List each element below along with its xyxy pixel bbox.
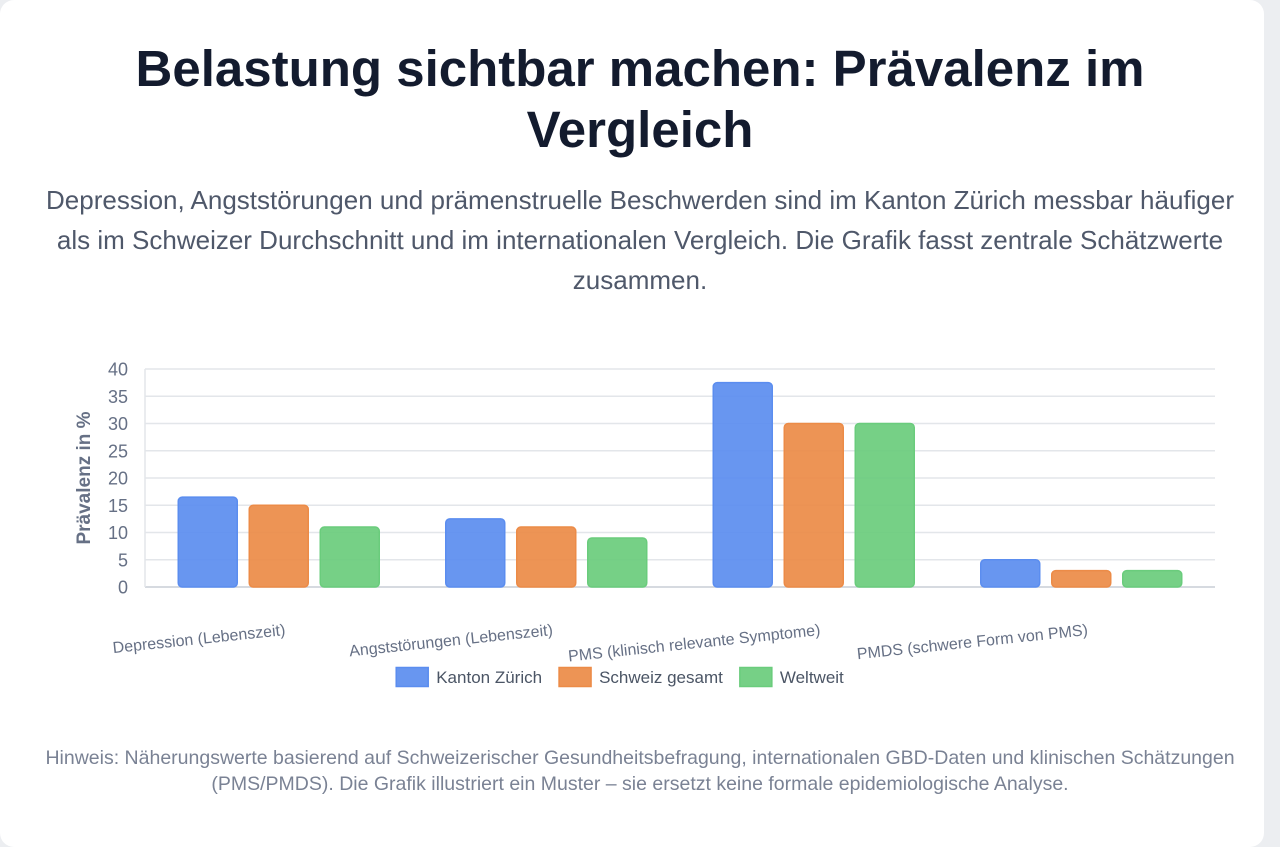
x-axis-ticks: Depression (Lebenszeit) Angststörungen (L… [112,622,1089,665]
bar[interactable] [516,526,577,588]
legend-swatch [558,666,592,688]
y-tick-label: 25 [108,441,128,461]
x-tick-label: Depression (Lebenszeit) [112,622,286,657]
bar[interactable] [1051,569,1112,588]
bar[interactable] [783,422,844,588]
legend-swatch [739,666,773,688]
y-axis-label: Prävalenz in % [74,411,95,544]
prevalence-bar-chart: 0 5 10 15 20 25 30 35 40 Depression (Lebenszeit)… [74,360,1215,688]
legend-label: Schweiz gesamt [599,668,723,687]
y-tick-label: 30 [108,414,128,434]
y-tick-label: 10 [108,523,128,543]
y-tick-label: 35 [108,387,128,407]
legend-label: Weltweit [780,668,844,687]
y-axis-ticks: 0 5 10 15 20 25 30 35 40 [108,360,128,598]
x-tick-label: PMS (klinisch relevante Symptome) [567,622,821,665]
y-tick-label: 5 [118,550,128,570]
bar[interactable] [980,559,1041,588]
bar[interactable] [712,381,773,588]
x-tick-label: PMDS (schwere Form von PMS) [856,622,1089,663]
bar[interactable] [1122,569,1183,588]
y-tick-label: 15 [108,496,128,516]
chart-legend[interactable]: Kanton Zürich Schweiz gesamt Weltweit [395,666,844,688]
legend-swatch [395,666,429,688]
legend-item[interactable]: Weltweit [739,666,844,688]
legend-label: Kanton Zürich [436,668,542,687]
y-tick-label: 0 [118,578,128,598]
bar[interactable] [319,526,380,588]
page-subtitle: Depression, Angststörungen und prämenstr… [46,185,1234,295]
bar[interactable] [854,422,915,588]
bar[interactable] [248,504,309,588]
bar[interactable] [587,537,648,588]
x-tick-label: Angststörungen (Lebenszeit) [348,622,553,660]
bar[interactable] [177,496,238,588]
y-tick-label: 40 [108,360,128,380]
chart-bars [177,381,1183,588]
legend-item[interactable]: Kanton Zürich [395,666,542,688]
bar[interactable] [445,518,506,588]
page-title: Belastung sichtbar machen: Prävalenz im … [135,40,1145,158]
footnote: Hinweis: Näherungswerte basierend auf Sc… [45,747,1235,795]
legend-item[interactable]: Schweiz gesamt [558,666,723,688]
y-tick-label: 20 [108,469,128,489]
